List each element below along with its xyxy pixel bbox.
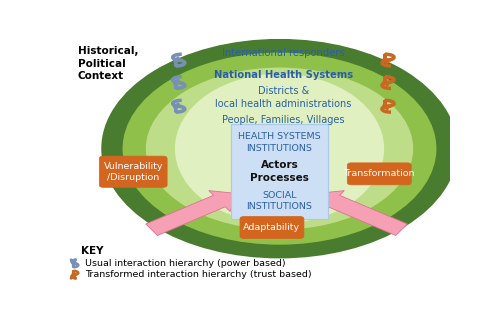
Ellipse shape — [122, 52, 436, 245]
Text: Actors
Processes: Actors Processes — [250, 160, 309, 182]
Ellipse shape — [175, 74, 384, 224]
Text: Adaptability: Adaptability — [244, 223, 300, 232]
Text: KEY: KEY — [81, 247, 104, 256]
FancyBboxPatch shape — [100, 156, 167, 187]
Text: People, Families, Villages: People, Families, Villages — [222, 115, 344, 125]
Text: Districts &
local health administrations: Districts & local health administrations — [215, 86, 352, 109]
Ellipse shape — [101, 39, 458, 259]
FancyArrow shape — [316, 191, 408, 236]
FancyArrow shape — [146, 191, 237, 236]
FancyBboxPatch shape — [240, 216, 304, 238]
Text: Vulnerability
/Disruption: Vulnerability /Disruption — [104, 162, 163, 182]
Ellipse shape — [146, 68, 413, 230]
Text: National Health Systems: National Health Systems — [214, 70, 353, 80]
Text: International responders: International responders — [222, 48, 345, 58]
Text: HEALTH SYSTEMS
INSTITUTIONS: HEALTH SYSTEMS INSTITUTIONS — [238, 132, 321, 153]
Text: Transformed interaction hierarchy (trust based): Transformed interaction hierarchy (trust… — [85, 270, 312, 279]
FancyBboxPatch shape — [348, 163, 411, 185]
Text: Transformation: Transformation — [344, 169, 415, 178]
Text: Historical,
Political
Context: Historical, Political Context — [78, 46, 138, 81]
Text: SOCIAL
INSTITUTIONS: SOCIAL INSTITUTIONS — [246, 191, 312, 211]
Text: Usual interaction hierarchy (power based): Usual interaction hierarchy (power based… — [85, 259, 285, 268]
FancyBboxPatch shape — [231, 124, 328, 218]
